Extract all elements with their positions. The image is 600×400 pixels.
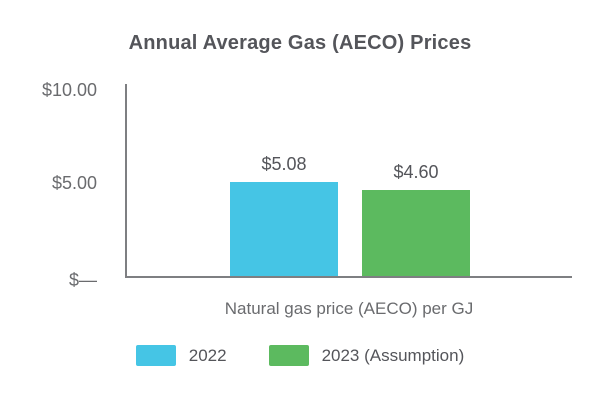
- chart-title: Annual Average Gas (AECO) Prices: [128, 32, 472, 54]
- legend-label-2022: 2022: [188, 345, 227, 365]
- legend: 2022 2023 (Assumption): [0, 345, 600, 366]
- bar-value-label-2023: $4.60: [393, 162, 439, 182]
- y-tick-label-5: $5.00: [51, 173, 97, 193]
- legend-label-2023: 2023 (Assumption): [321, 345, 465, 365]
- x-axis-line: [125, 276, 572, 278]
- y-tick-label-10: $10.00: [41, 80, 97, 100]
- legend-item-2023-assumption: 2023 (Assumption): [268, 345, 465, 366]
- bar-value-label-2022: $5.08: [261, 154, 307, 174]
- x-axis-label: Natural gas price (AECO) per GJ: [224, 299, 474, 318]
- bar-2022: [230, 182, 338, 276]
- y-axis-line: [125, 84, 127, 278]
- legend-item-2022: 2022: [135, 345, 227, 366]
- bar-2023-assumption: [362, 190, 470, 276]
- legend-swatch-2022: [135, 345, 176, 366]
- y-tick-label-0: $—: [68, 270, 97, 290]
- legend-swatch-2023: [268, 345, 309, 366]
